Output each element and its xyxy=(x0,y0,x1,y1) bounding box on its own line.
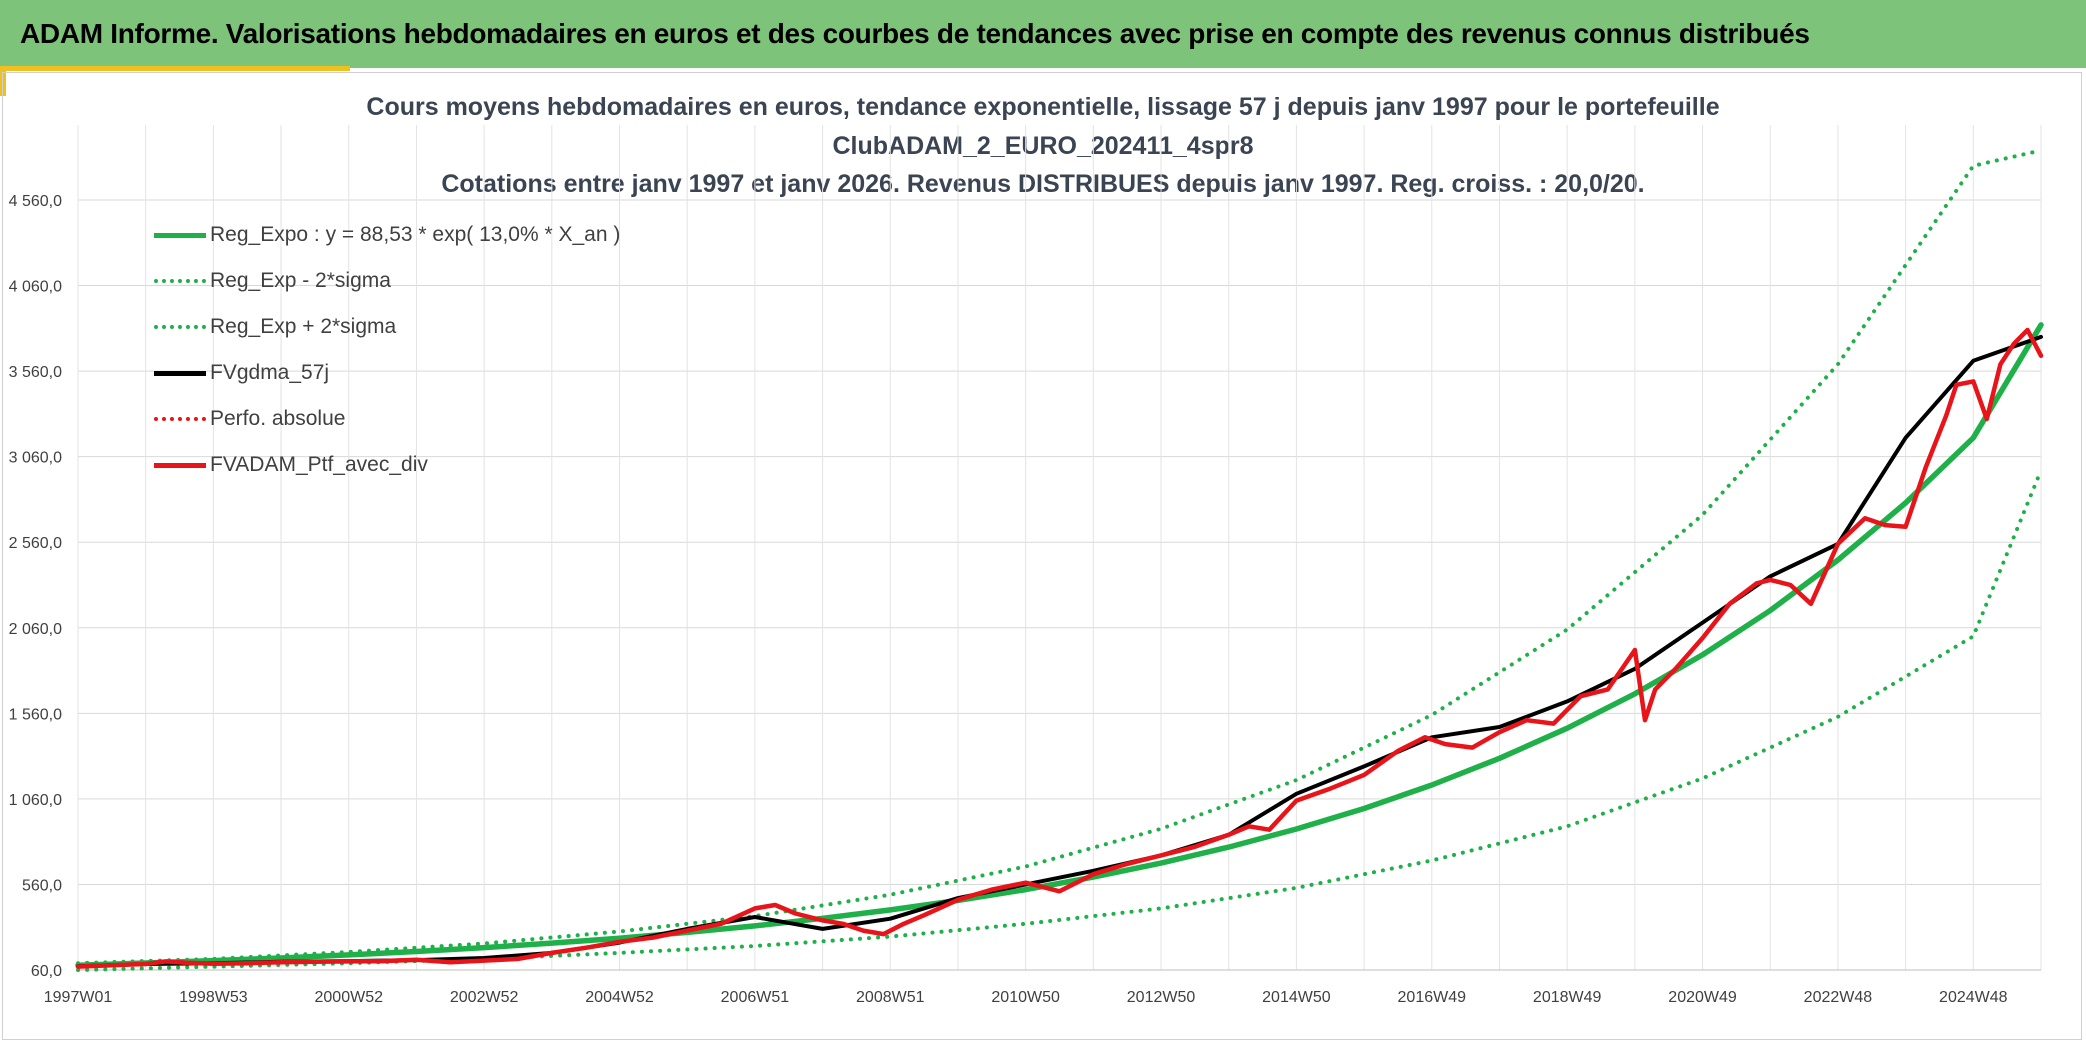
x-tick-label: 2020W49 xyxy=(1668,989,1737,1006)
legend-label: Reg_Expo : y = 88,53 * exp( 13,0% * X_an… xyxy=(210,223,621,246)
y-tick-label: 1 560,0 xyxy=(9,706,62,723)
accent-bar xyxy=(0,66,350,71)
chart-frame xyxy=(2,72,2082,1040)
x-tick-label: 2004W52 xyxy=(585,989,654,1006)
x-tick-label: 2024W48 xyxy=(1939,989,2008,1006)
banner-title: ADAM Informe. Valorisations hebdomadaire… xyxy=(20,18,1810,49)
legend-label: FVgdma_57j xyxy=(210,361,330,384)
series-layer xyxy=(75,148,2044,972)
x-tick-label: 1997W01 xyxy=(44,989,113,1006)
legend-item: Reg_Exp - 2*sigma xyxy=(154,258,620,304)
series-line-0 xyxy=(75,322,2044,968)
legend-item: Reg_Expo : y = 88,53 * exp( 13,0% * X_an… xyxy=(154,212,620,258)
legend-label: Perfo. absolue xyxy=(210,407,346,430)
x-tick-label: 2002W52 xyxy=(450,989,519,1006)
y-tick-label: 3 560,0 xyxy=(9,364,62,381)
x-tick-label: 2012W50 xyxy=(1127,989,1196,1006)
x-tick-label: 2022W48 xyxy=(1804,989,1873,1006)
legend-swatch xyxy=(154,279,206,283)
legend-label: FVADAM_Ptf_avec_div xyxy=(210,453,428,476)
legend-swatch xyxy=(154,325,206,329)
y-axis-tick-labels: 60,0 560,0 1 060,0 1 560,0 2 060,0 2 560,0 3 0… xyxy=(9,193,62,980)
legend-label: Reg_Exp - 2*sigma xyxy=(210,269,391,292)
x-axis-tick-labels: 1997W01 1998W53 2000W52 2002W52 2004W52 2006W… xyxy=(44,989,2008,1006)
y-tick-label: 2 560,0 xyxy=(9,535,62,552)
legend-item: FVgdma_57j xyxy=(154,350,620,396)
series-line-5 xyxy=(75,327,2044,969)
chart-title: Cours moyens hebdomadaires en euros, ten… xyxy=(0,88,2086,204)
x-tick-label: 2018W49 xyxy=(1533,989,1602,1006)
y-tick-label: 4 060,0 xyxy=(9,279,62,296)
legend-swatch xyxy=(154,462,206,468)
y-tick-label: 4 560,0 xyxy=(9,193,62,210)
chart-legend: Reg_Expo : y = 88,53 * exp( 13,0% * X_an… xyxy=(154,212,620,488)
y-tick-label: 2 060,0 xyxy=(9,621,62,638)
legend-item: Perfo. absolue xyxy=(154,396,620,442)
chart-title-line-2: ClubADAM_2_EURO_202411_4spr8 xyxy=(832,131,1254,160)
x-tick-label: 2006W51 xyxy=(721,989,790,1006)
header-banner: ADAM Informe. Valorisations hebdomadaire… xyxy=(0,0,2086,68)
series-line-1 xyxy=(76,468,2043,972)
legend-item: FVADAM_Ptf_avec_div xyxy=(154,442,620,488)
x-tick-label: 2016W49 xyxy=(1398,989,1467,1006)
x-tick-label: 2014W50 xyxy=(1262,989,1331,1006)
accent-bar-vertical xyxy=(0,66,6,96)
series-line-2 xyxy=(76,148,2043,966)
legend-item: Reg_Exp + 2*sigma xyxy=(154,304,620,350)
legend-swatch xyxy=(154,370,206,376)
y-tick-label: 3 060,0 xyxy=(9,450,62,467)
x-tick-label: 2008W51 xyxy=(856,989,925,1006)
chart-title-line-3: Cotations entre janv 1997 et janv 2026. … xyxy=(441,170,1645,198)
x-tick-label: 2010W50 xyxy=(991,989,1060,1006)
y-tick-label: 560,0 xyxy=(22,877,62,894)
legend-swatch xyxy=(154,232,206,238)
legend-label: Reg_Exp + 2*sigma xyxy=(210,315,397,338)
y-tick-label: 1 060,0 xyxy=(9,792,62,809)
legend-swatch xyxy=(154,417,206,421)
chart-title-line-1: Cours moyens hebdomadaires en euros, ten… xyxy=(366,93,1720,121)
x-tick-label: 2000W52 xyxy=(315,989,384,1006)
y-tick-label: 60,0 xyxy=(31,963,62,980)
grid-lines xyxy=(77,125,2042,971)
x-tick-label: 1998W53 xyxy=(179,989,248,1006)
